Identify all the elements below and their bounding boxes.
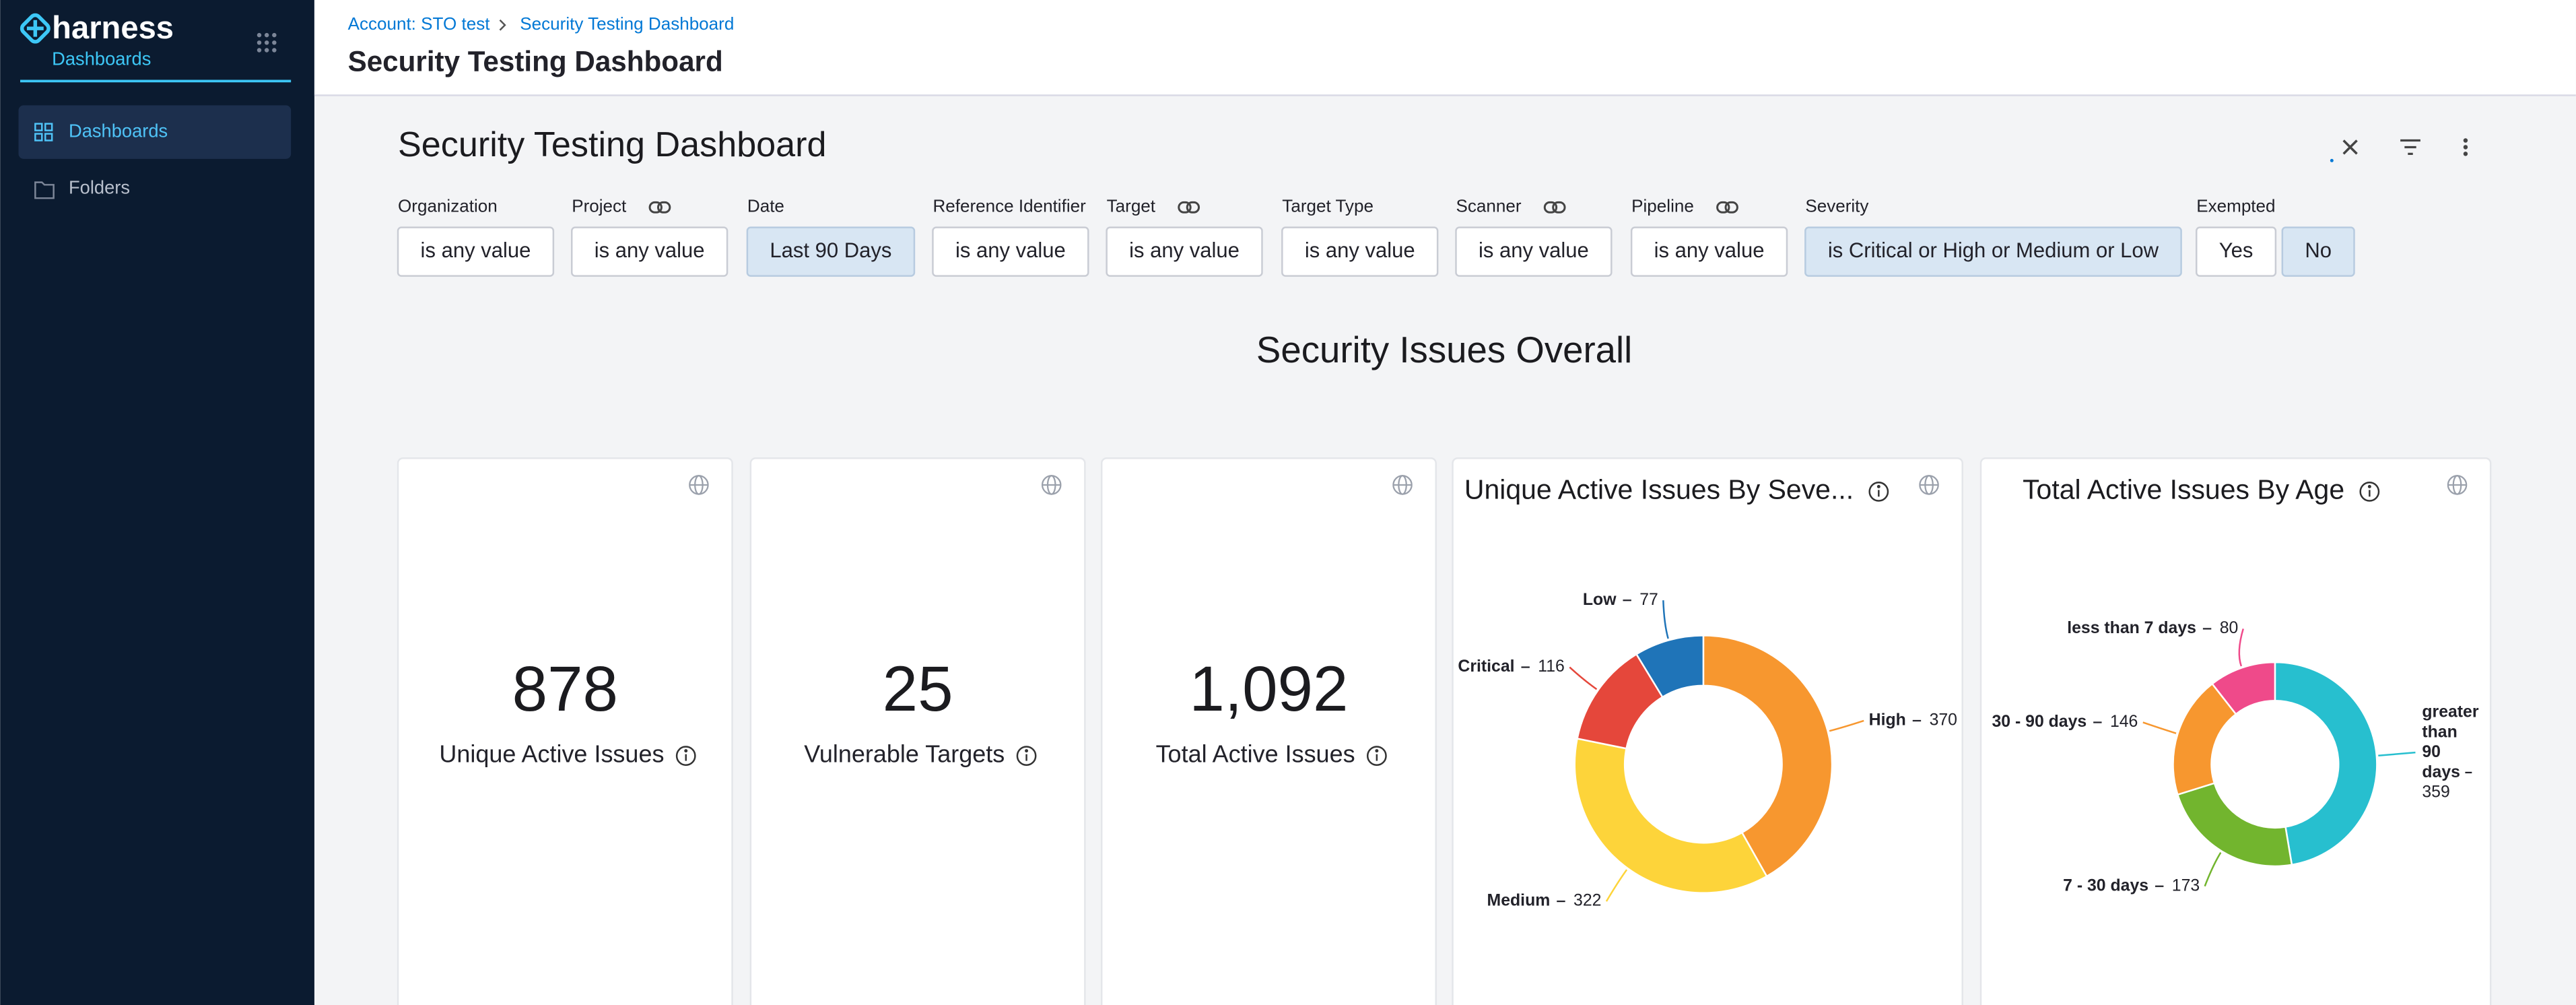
card [1981,458,2490,1005]
filter-label: Target Type [1282,196,1374,216]
card [398,458,733,1005]
more-button[interactable] [2464,138,2468,156]
info-part [1025,750,1027,751]
slice-label-value: 370 [1930,711,1957,730]
slice-label-value: 322 [1573,892,1601,910]
card [1101,458,1436,1005]
filter-value[interactable]: is any value [955,238,1066,262]
nav-item[interactable]: Folders [69,177,130,198]
filter-value[interactable]: is any value [1479,238,1589,262]
kpi-label: Vulnerable Targets [804,740,1005,768]
page-title: Security Testing Dashboard [348,45,723,77]
kpi-label: Unique Active Issues [439,740,664,768]
kpi-value: 878 [512,653,618,724]
apps-icon[interactable] [257,33,277,53]
label-line: days [2422,763,2460,781]
breadcrumb[interactable]: Account: STO test [348,13,491,34]
label-line: greater [2422,703,2478,721]
slice-label-value: 359 [2422,783,2449,801]
slice-label-value: 80 [2220,619,2239,637]
filter-label: Severity [1805,196,1868,216]
card [1453,458,1963,1005]
slice-label-name: Critical [1458,657,1514,676]
slice-label-name: High [1869,711,1906,730]
filter-label: Project [572,196,627,216]
filter-label: Date [747,196,784,216]
filter-value[interactable]: is any value [1129,238,1240,262]
chart-title: Total Active Issues By Age [2023,474,2344,505]
filter-value[interactable]: Yes [2219,238,2253,262]
slice-label: 30 - 90 days 146 [1992,713,2138,731]
nav-item[interactable]: Dashboards [69,120,168,141]
filter-value[interactable]: is any value [1305,238,1415,262]
slice-label-name: 7 - 30 days [2063,876,2148,895]
kpi-value: 25 [883,653,953,724]
filter-label: Exempted [2196,196,2275,216]
slice-label-value: 146 [2110,713,2138,731]
slice-label-value: 173 [2172,876,2200,895]
info-part [1878,486,1879,487]
label-line: than [2422,723,2457,741]
filter-value[interactable]: No [2305,238,2332,262]
slice-label-name: 30 - 90 days [1992,713,2087,731]
filter-label: Target [1107,196,1156,216]
status-dot [2330,159,2334,162]
filter-label: Organization [398,196,498,216]
slice-label-value: 116 [1538,657,1565,676]
kpi-label: Total Active Issues [1156,740,1355,768]
info-part [685,750,687,751]
section-title: Security Issues Overall [1256,329,1632,370]
slice-label-name: Low [1583,591,1617,609]
filter-value[interactable]: is any value [1654,238,1765,262]
info-part [1376,750,1378,751]
slice-label-name: less than 7 days [2067,619,2196,637]
slice-label: Critical 116 [1458,657,1564,676]
card [751,458,1085,1005]
filter-value[interactable]: is Critical or High or Medium or Low [1828,238,2159,262]
filter-value[interactable]: is any value [421,238,531,262]
filter-label: Reference Identifier [933,196,1086,216]
module-name: Dashboards [52,48,151,69]
slice-label-name: Medium [1487,892,1551,910]
chart-title: Unique Active Issues By Seve... [1464,474,1854,505]
slice-label: Medium 322 [1487,892,1602,910]
breadcrumb[interactable]: Security Testing Dashboard [520,13,734,34]
dashboard-title: Security Testing Dashboard [398,125,826,164]
info-part [2369,486,2370,487]
label-line: 90 [2422,743,2441,761]
logo[interactable]: harness [52,9,174,45]
kpi-value: 1,092 [1189,653,1348,724]
slice-label: 7 - 30 days 173 [2063,876,2200,895]
filter-value[interactable]: Last 90 Days [770,238,891,262]
slice-label-value: 77 [1639,591,1658,609]
filter-label: Pipeline [1631,196,1694,216]
filter-label: Scanner [1456,196,1521,216]
filter-value[interactable]: is any value [595,238,705,262]
